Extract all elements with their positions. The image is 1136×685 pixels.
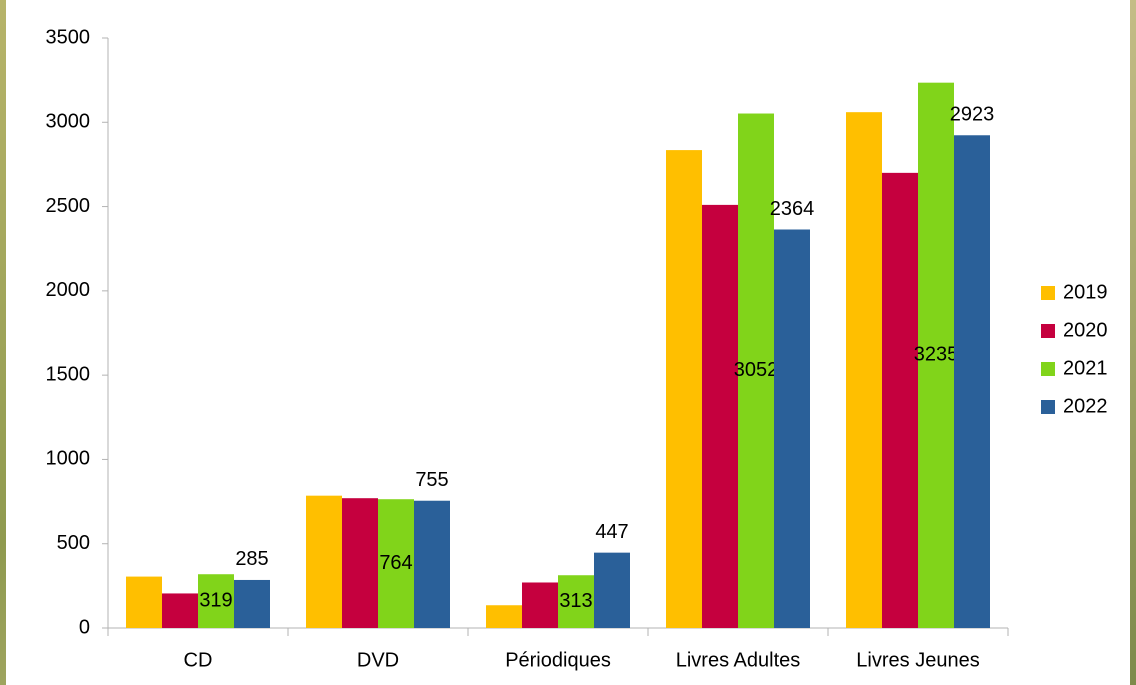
data-label: 764 [379,552,412,574]
bar [666,150,702,628]
data-label: 313 [559,590,592,612]
legend-label: 2022 [1063,395,1108,417]
legend-swatch [1041,324,1055,338]
legend-swatch [1041,400,1055,414]
data-label: 447 [595,521,628,543]
data-label: 319 [199,589,232,611]
data-label: 2923 [950,104,995,126]
bar [954,135,990,628]
legend-swatch [1041,362,1055,376]
bar [882,173,918,628]
y-tick-label: 2000 [46,279,91,301]
bar [126,577,162,628]
bar [306,496,342,628]
data-label: 285 [235,548,268,570]
x-tick-label: Livres Adultes [676,649,801,671]
bar [774,229,810,628]
legend-label: 2019 [1063,281,1108,303]
bar [594,553,630,628]
data-label: 2364 [770,198,815,220]
legend-label: 2021 [1063,357,1108,379]
data-label: 3235 [914,344,959,366]
y-tick-label: 500 [57,532,90,554]
x-tick-label: Livres Jeunes [856,649,979,671]
y-tick-label: 3500 [46,26,91,48]
bar [162,593,198,628]
x-tick-label: CD [184,649,213,671]
page: {"chart_data": {"type": "bar", "categori… [0,0,1136,685]
bar [342,498,378,628]
legend-label: 2020 [1063,319,1108,341]
y-tick-label: 3000 [46,111,91,133]
data-label: 755 [415,469,448,491]
y-tick-label: 0 [79,616,90,638]
bar [414,501,450,628]
bar [234,580,270,628]
bar [486,605,522,628]
bar [702,205,738,628]
legend-swatch [1041,286,1055,300]
y-tick-label: 1000 [46,448,91,470]
y-tick-label: 1500 [46,363,91,385]
x-tick-label: DVD [357,649,399,671]
bar [846,112,882,628]
bar [522,582,558,628]
data-label: 3052 [734,359,779,381]
x-tick-label: Périodiques [505,649,611,671]
y-tick-label: 2500 [46,195,91,217]
chart: 0 500 1000 1500 2000 2500 3000 3500 CD 319285 DVD 7… [0,0,1136,685]
